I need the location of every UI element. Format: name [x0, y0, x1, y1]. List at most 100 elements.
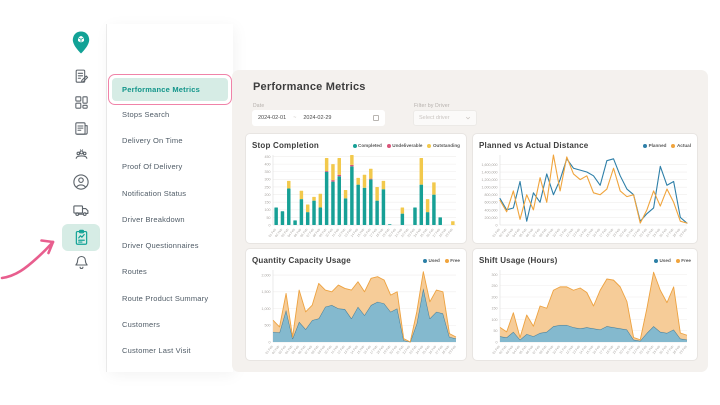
chart-title: Quantity Capacity Usage	[252, 256, 351, 265]
legend-dot	[643, 143, 648, 148]
legend-label: Used	[428, 258, 440, 263]
legend-item-undeliverable[interactable]: Undeliverable	[386, 143, 423, 148]
calendar-icon[interactable]	[373, 115, 379, 121]
truck-icon[interactable]	[66, 201, 96, 219]
chart-plot: 0 200,000 400,000 600,000 800,000 1,000,000 1,…	[482, 154, 688, 238]
svg-text:08 Feb: 08 Feb	[310, 344, 319, 354]
svg-text:16 Feb: 16 Feb	[592, 227, 601, 237]
svg-text:24 Feb: 24 Feb	[415, 344, 424, 354]
svg-text:250: 250	[492, 284, 498, 288]
date-range-input[interactable]: 2024-02-01 ~ 2024-02-29	[252, 110, 385, 126]
report-edit-icon[interactable]	[66, 68, 96, 85]
sidebar-item-driver-questionnaires[interactable]: Driver Questionnaires	[122, 241, 199, 251]
legend-item-completed[interactable]: Completed	[352, 143, 382, 148]
svg-text:27 Feb: 27 Feb	[665, 344, 674, 354]
svg-text:14 Feb: 14 Feb	[578, 227, 587, 237]
svg-text:20 Feb: 20 Feb	[389, 344, 398, 354]
svg-text:07 Feb: 07 Feb	[304, 344, 313, 354]
svg-text:19 Feb: 19 Feb	[382, 344, 391, 354]
sidebar-item-routes[interactable]: Routes	[122, 267, 147, 277]
date-filter-label: Date	[253, 103, 265, 109]
svg-text:01 Feb: 01 Feb	[492, 227, 501, 237]
legend-dot	[352, 143, 357, 148]
legend-item-used[interactable]: Used	[423, 258, 440, 263]
news-clipboard-icon[interactable]	[66, 120, 96, 137]
svg-text:300: 300	[265, 178, 271, 182]
svg-text:14 Feb: 14 Feb	[349, 344, 358, 354]
svg-text:04 Feb: 04 Feb	[512, 227, 521, 237]
dashboard-grid-icon[interactable]	[66, 94, 96, 111]
svg-text:22 Feb: 22 Feb	[400, 227, 409, 237]
legend-dot	[427, 143, 432, 148]
legend-dot	[675, 258, 680, 263]
legend-item-used[interactable]: Used	[654, 258, 671, 263]
profile-icon[interactable]	[66, 173, 96, 191]
chart-title: Stop Completion	[252, 141, 319, 150]
legend-item-planned[interactable]: Planned	[643, 143, 666, 148]
svg-text:13 Feb: 13 Feb	[343, 227, 352, 237]
svg-text:29 Feb: 29 Feb	[679, 344, 688, 354]
chart-card-quantity-capacity-usage: Quantity Capacity Usage Used Free 0 500 1,000…	[245, 248, 467, 361]
sidebar-item-notification-status[interactable]: Notification Status	[122, 188, 187, 198]
date-start-value[interactable]: 2024-02-01	[258, 115, 287, 121]
svg-text:21 Feb: 21 Feb	[395, 344, 404, 354]
svg-text:02 Feb: 02 Feb	[274, 227, 283, 237]
svg-text:17 Feb: 17 Feb	[598, 227, 607, 237]
svg-text:11 Feb: 11 Feb	[330, 344, 339, 354]
svg-text:25 Feb: 25 Feb	[652, 344, 661, 354]
team-icon[interactable]	[66, 146, 96, 163]
svg-text:200,000: 200,000	[485, 216, 498, 220]
chart-title: Planned vs Actual Distance	[479, 141, 589, 150]
date-end-value[interactable]: 2024-02-29	[303, 115, 332, 121]
sidebar-item-performance-metrics[interactable]: Performance Metrics	[112, 78, 228, 101]
sidebar-item-proof-of-delivery[interactable]: Proof Of Delivery	[122, 162, 183, 172]
svg-text:20 Feb: 20 Feb	[618, 344, 627, 354]
rail-divider	[106, 24, 107, 372]
legend-label: Undeliverable	[392, 143, 423, 148]
svg-text:100: 100	[265, 208, 271, 212]
sidebar-item-driver-breakdown[interactable]: Driver Breakdown	[122, 214, 185, 224]
svg-text:15 Feb: 15 Feb	[356, 344, 365, 354]
page-title: Performance Metrics	[253, 81, 366, 93]
svg-text:05 Feb: 05 Feb	[518, 344, 527, 354]
legend-item-free[interactable]: Free	[444, 258, 460, 263]
svg-text:0: 0	[269, 340, 271, 344]
svg-text:1,200,000: 1,200,000	[482, 178, 498, 182]
performance-report-icon[interactable]	[66, 228, 96, 247]
sidebar-item-route-product-summary[interactable]: Route Product Summary	[122, 293, 209, 303]
svg-text:18 Feb: 18 Feb	[605, 344, 614, 354]
svg-text:27 Feb: 27 Feb	[665, 227, 674, 237]
svg-text:17 Feb: 17 Feb	[369, 227, 378, 237]
svg-text:26 Feb: 26 Feb	[658, 227, 667, 237]
chart-card-stop-completion: Stop Completion Completed Undeliverable Out…	[245, 133, 467, 244]
legend-label: Completed	[358, 143, 382, 148]
svg-text:16 Feb: 16 Feb	[362, 227, 371, 237]
svg-text:19 Feb: 19 Feb	[612, 227, 621, 237]
svg-text:05 Feb: 05 Feb	[291, 344, 300, 354]
annotation-arrow	[0, 239, 55, 280]
svg-text:11 Feb: 11 Feb	[558, 344, 567, 354]
chart-title: Shift Usage (Hours)	[479, 256, 558, 265]
driver-select[interactable]: Select driver	[413, 110, 477, 126]
chart-card-planned-vs-actual-distance: Planned vs Actual Distance Planned Actual 0…	[472, 133, 698, 244]
svg-text:0: 0	[269, 223, 271, 227]
svg-text:22 Feb: 22 Feb	[632, 344, 641, 354]
sidebar-item-delivery-on-time[interactable]: Delivery On Time	[122, 135, 183, 145]
sidebar-item-customers[interactable]: Customers	[122, 320, 161, 330]
location-pin-logo-icon[interactable]	[66, 30, 96, 57]
svg-text:04 Feb: 04 Feb	[287, 227, 296, 237]
svg-text:28 Feb: 28 Feb	[672, 344, 681, 354]
svg-text:08 Feb: 08 Feb	[538, 227, 547, 237]
sidebar-item-customer-last-visit[interactable]: Customer Last Visit	[122, 346, 191, 356]
svg-text:10 Feb: 10 Feb	[552, 227, 561, 237]
legend-item-actual[interactable]: Actual	[671, 143, 691, 148]
sidebar-item-stops-search[interactable]: Stops Search	[122, 109, 170, 119]
svg-text:12 Feb: 12 Feb	[337, 227, 346, 237]
svg-text:11 Feb: 11 Feb	[331, 227, 340, 237]
svg-text:15 Feb: 15 Feb	[585, 344, 594, 354]
legend-item-free[interactable]: Free	[675, 258, 691, 263]
legend-dot	[386, 143, 391, 148]
legend-item-outstanding[interactable]: Outstanding	[427, 143, 460, 148]
bell-icon[interactable]	[66, 254, 96, 271]
